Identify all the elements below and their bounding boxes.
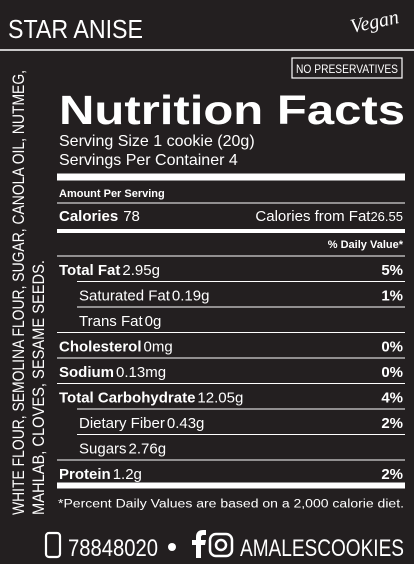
nutrient: Cholesterol 0mg <box>59 339 173 356</box>
instagram-icon <box>208 532 234 558</box>
nutrient: Saturated Fat 0.19g <box>79 288 209 305</box>
nutrient: Sodium 0.13mg <box>59 364 166 381</box>
phone: 78848020 <box>68 535 158 562</box>
nutrient-amount: 1.2g <box>113 466 142 483</box>
calories-from-fat-label: Calories from Fat <box>255 208 371 225</box>
amount-per-serving: Amount Per Serving <box>59 188 165 200</box>
tag: NO PRESERVATIVES <box>296 62 398 76</box>
nutrient-label: Cholesterol <box>59 339 142 356</box>
nutrient-label: Protein <box>59 466 111 483</box>
nutrient-amount: 12.05g <box>197 390 243 407</box>
calories-label: Calories <box>59 208 118 225</box>
tag-box <box>291 57 403 79</box>
nutrient-amount: 2.95g <box>122 262 160 279</box>
nutrient: Total Carbohydrate 12.05g <box>59 390 243 407</box>
daily-value: 5% <box>381 262 403 279</box>
daily-value-header: % Daily Value* <box>328 239 404 251</box>
nutrient-label: Trans Fat <box>79 313 143 330</box>
instagram-icon <box>214 538 228 552</box>
calories-value: 78 <box>123 208 140 225</box>
daily-value: 4% <box>381 390 403 407</box>
nutrient-label: Total Carbohydrate <box>59 390 195 407</box>
nutrient-amount: 0.13mg <box>116 364 166 381</box>
daily-value: 2% <box>381 415 403 432</box>
handle: AMALESCOOKIES <box>240 535 404 562</box>
nutrient-amount: 2.76g <box>129 441 167 458</box>
daily-value: 2% <box>381 466 403 483</box>
nutrient-amount: 0g <box>145 313 162 330</box>
calories-from-fat-value: 26.55 <box>370 209 403 224</box>
nutrient: Sugars 2.76g <box>79 441 166 458</box>
phone-icon <box>44 531 62 559</box>
footnote: *Percent Daily Values are based on a 2,0… <box>58 499 404 511</box>
nutrient-label: Sodium <box>59 364 114 381</box>
nutrient: Total Fat 2.95g <box>59 262 160 279</box>
calories-from-fat: Calories from Fat26.55 <box>255 208 403 225</box>
nutrient: Trans Fat 0g <box>79 313 161 330</box>
daily-value: 1% <box>381 288 403 305</box>
nutrient-amount: 0mg <box>144 339 173 356</box>
nutrient: Protein 1.2g <box>59 466 142 483</box>
nutrient: Dietary Fiber 0.43g <box>79 415 204 432</box>
servings: Servings Per Container 4 <box>59 152 238 169</box>
nutrient-label: Dietary Fiber <box>79 415 165 432</box>
bullet <box>168 543 176 551</box>
nutrient-amount: 0.19g <box>172 288 210 305</box>
facebook-icon <box>192 530 206 558</box>
nutrient-label: Total Fat <box>59 262 120 279</box>
flavor: STAR ANISE <box>8 14 143 44</box>
daily-value: 0% <box>381 364 403 381</box>
serving-size: Serving Size 1 cookie (20g) <box>59 133 255 150</box>
title: Nutrition Facts <box>59 87 405 133</box>
ingredients-line: MAHLAB, CLOVES, SESAME SEEDS. <box>29 260 48 515</box>
nutrient-amount: 0.43g <box>167 415 205 432</box>
nutrient-label: Sugars <box>79 441 127 458</box>
ingredients-line: WHITE FLOUR, SEMOLINA FLOUR, SUGAR, CANO… <box>9 70 28 515</box>
daily-value: 0% <box>381 339 403 356</box>
nutrient-label: Saturated Fat <box>79 288 171 305</box>
calories: Calories 78 <box>59 208 140 225</box>
